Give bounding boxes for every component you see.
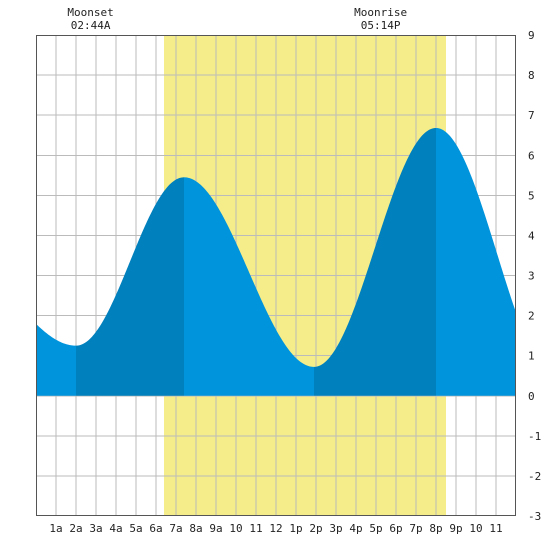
moon-event-label: Moonset xyxy=(67,6,113,19)
y-tick-label: 5 xyxy=(528,189,535,202)
x-tick-label: 1a xyxy=(49,522,62,535)
frame-layer xyxy=(36,35,516,516)
x-tick-label: 7a xyxy=(169,522,182,535)
x-tick-label: 11 xyxy=(489,522,502,535)
tide-area-falling xyxy=(436,127,516,396)
x-tick-label: 8a xyxy=(189,522,202,535)
x-tick-label: 7p xyxy=(409,522,422,535)
moon-event-time: 05:14P xyxy=(361,19,401,32)
moon-event-label: Moonrise xyxy=(354,6,407,19)
tide-area-falling xyxy=(36,323,76,396)
y-tick-label: 2 xyxy=(528,310,535,323)
x-tick-label: 9a xyxy=(209,522,222,535)
plot-frame xyxy=(36,35,516,516)
x-tick-label: 1p xyxy=(289,522,302,535)
x-tick-label: 2p xyxy=(309,522,322,535)
tide-area-rising xyxy=(76,177,184,396)
x-tick-label: 2a xyxy=(69,522,82,535)
y-tick-label: -1 xyxy=(528,430,541,443)
y-tick-label: 7 xyxy=(528,109,535,122)
x-tick-label: 10 xyxy=(229,522,242,535)
y-tick-label: -2 xyxy=(528,470,541,483)
x-tick-label: 3a xyxy=(89,522,102,535)
x-tick-label: 11 xyxy=(249,522,262,535)
x-tick-label: 5a xyxy=(129,522,142,535)
x-tick-label: 8p xyxy=(429,522,442,535)
x-tick-label: 9p xyxy=(449,522,462,535)
x-tick-label: 10 xyxy=(469,522,482,535)
x-tick-label: 12 xyxy=(269,522,282,535)
x-tick-label: 6p xyxy=(389,522,402,535)
x-tick-label: 3p xyxy=(329,522,342,535)
y-tick-label: 8 xyxy=(528,69,535,82)
x-tick-label: 6a xyxy=(149,522,162,535)
tide-area-falling xyxy=(184,177,314,396)
x-tick-label: 4p xyxy=(349,522,362,535)
x-tick-label: 5p xyxy=(369,522,382,535)
moon-event-time: 02:44A xyxy=(71,19,111,32)
x-tick-label: 4a xyxy=(109,522,122,535)
tide-area-rising xyxy=(314,127,436,396)
y-tick-label: 9 xyxy=(528,29,535,42)
y-tick-label: 0 xyxy=(528,390,535,403)
y-tick-label: 6 xyxy=(528,149,535,162)
y-tick-label: -3 xyxy=(528,510,541,523)
labels-layer: 1a 2a 3a 4a 5a 6a 7a 8a 9a 10 11 12 1p 2p 3p 4p 5p 6p 7p 8p… xyxy=(49,6,541,535)
y-tick-label: 1 xyxy=(528,350,535,363)
y-tick-label: 3 xyxy=(528,270,535,283)
series-layer xyxy=(36,127,516,396)
y-tick-label: 4 xyxy=(528,229,535,242)
